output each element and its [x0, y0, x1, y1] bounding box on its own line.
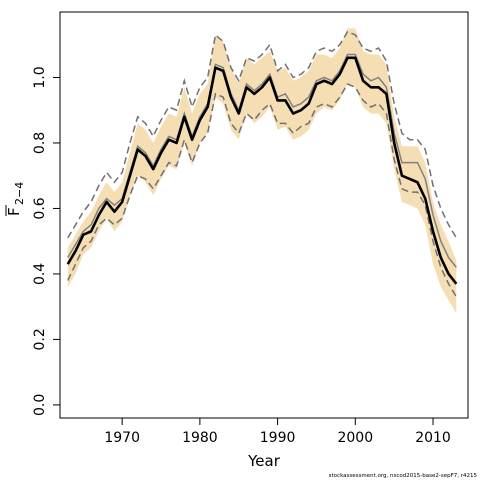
y-tick-label: 0.8 — [32, 132, 48, 154]
x-tick-label: 2010 — [415, 430, 451, 446]
x-tick-label: 1980 — [182, 430, 218, 446]
x-tick-label: 2000 — [337, 430, 373, 446]
ci-lower-line — [67, 83, 457, 298]
confidence-band — [67, 28, 457, 314]
y-tick-label: 0.2 — [32, 328, 48, 350]
y-tick-label: 1.0 — [32, 66, 48, 88]
x-tick-label: 1990 — [260, 430, 296, 446]
ci-upper-line — [67, 30, 457, 239]
y-tick-label: 0.4 — [32, 263, 48, 285]
footer-note: stockassessment.org, nscod2015-base2-sep… — [329, 473, 478, 479]
y-axis-label-subscript: 2−4 — [13, 182, 26, 205]
y-tick-label: 0.6 — [32, 197, 48, 219]
plot-area — [66, 28, 458, 314]
y-axis-label-main: F — [5, 207, 23, 216]
y-axis: 0.0 0.2 0.4 0.6 0.8 1.0 — [32, 66, 60, 416]
x-axis: 1970 1980 1990 2000 2010 — [104, 418, 451, 446]
estimate-line — [66, 56, 458, 285]
y-tick-label: 0.0 — [32, 394, 48, 416]
x-tick-label: 1970 — [104, 430, 140, 446]
y-axis-label: F 2−4 — [5, 182, 26, 216]
plot-frame — [59, 11, 469, 419]
x-axis-label: Year — [247, 452, 281, 470]
